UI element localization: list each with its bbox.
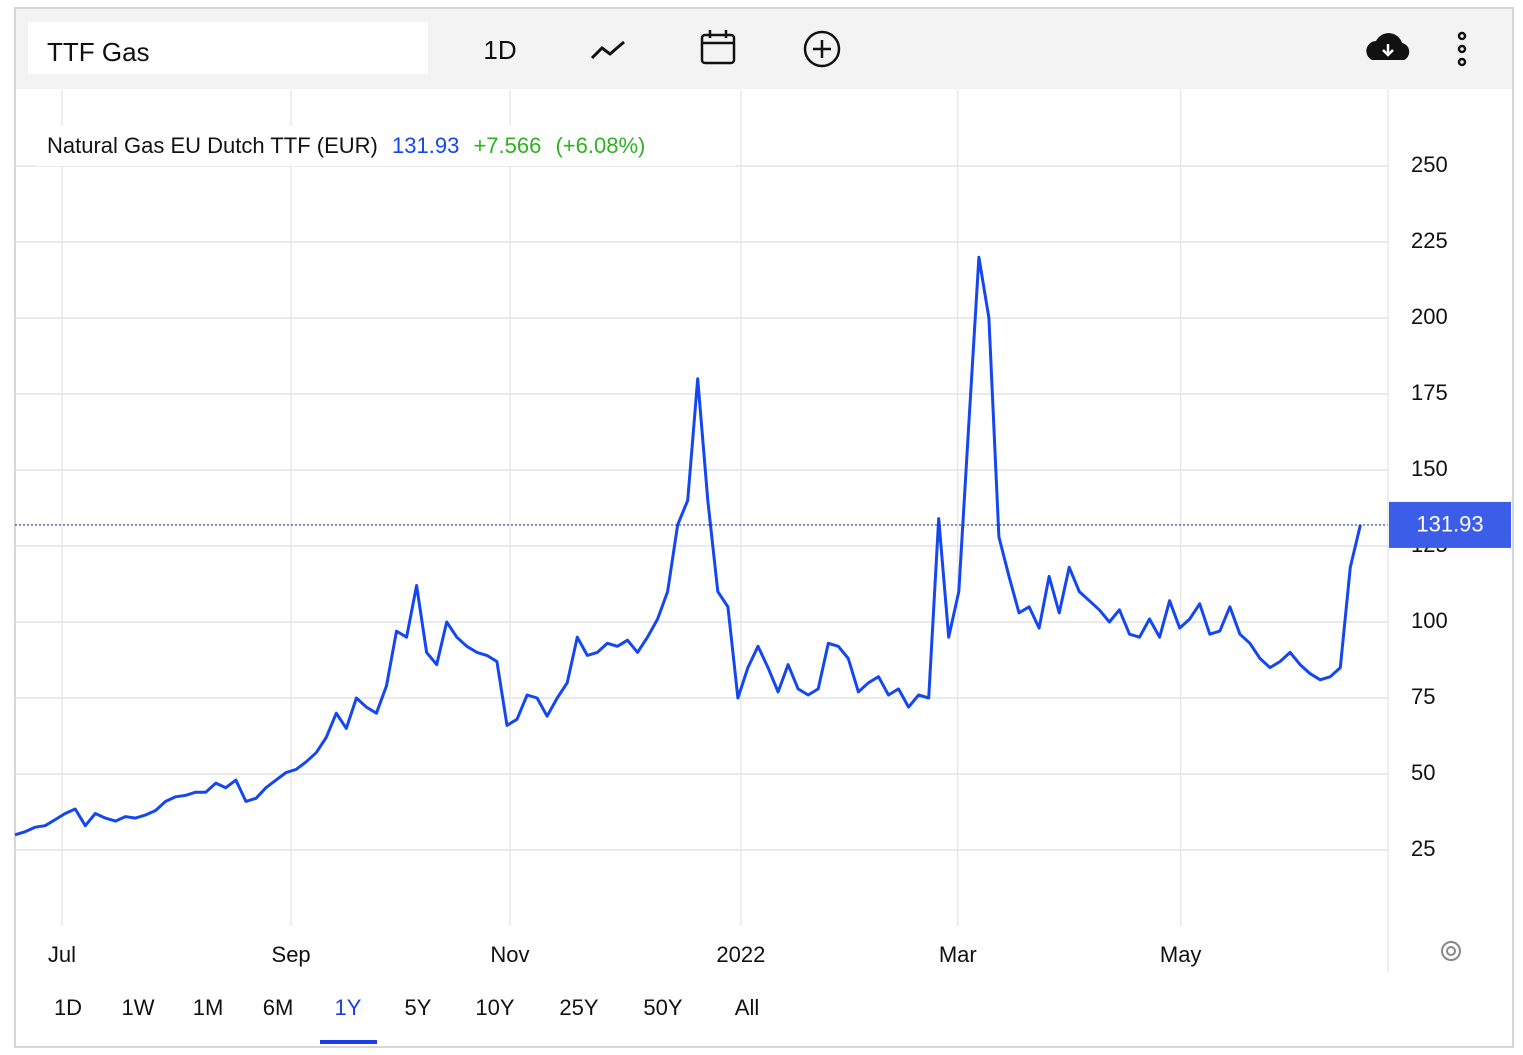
y-tick-label: 100: [1411, 608, 1448, 633]
range-button[interactable]: 10Y: [475, 995, 514, 1020]
series-title: Natural Gas EU Dutch TTF (EUR): [47, 133, 378, 158]
calendar-icon[interactable]: [700, 30, 736, 65]
range-button[interactable]: 6M: [263, 995, 294, 1020]
grid: [15, 90, 1388, 926]
last-price-box: [1389, 501, 1511, 548]
price-line: [14, 255, 1362, 837]
y-tick-label: 250: [1411, 152, 1448, 177]
range-bar: 1D 1W 1M 6M 1Y 5Y 10Y 25Y 50Y All: [54, 995, 759, 1044]
y-tick-label: 150: [1411, 456, 1448, 481]
change-percent: (+6.08%): [555, 133, 645, 158]
chart-type-icon[interactable]: [590, 40, 625, 60]
symbol-title: TTF Gas: [47, 37, 150, 67]
range-button[interactable]: 1W: [122, 995, 155, 1020]
x-tick-label: Sep: [272, 942, 311, 967]
add-icon[interactable]: [803, 30, 841, 68]
active-underline: [320, 1040, 377, 1044]
x-tick-label: Jul: [48, 942, 76, 967]
x-tick-label: Nov: [490, 942, 529, 967]
x-tick-label: 2022: [716, 942, 765, 967]
legend-bg: [36, 126, 736, 166]
range-button[interactable]: 5Y: [405, 995, 432, 1020]
download-icon[interactable]: [1366, 33, 1410, 60]
y-tick-label: 200: [1411, 304, 1448, 329]
range-button[interactable]: 1M: [193, 995, 224, 1020]
y-tick-label: 175: [1411, 380, 1448, 405]
range-button[interactable]: 1D: [54, 995, 82, 1020]
range-button[interactable]: 50Y: [643, 995, 682, 1020]
frame: [14, 7, 1514, 1048]
interval-button[interactable]: 1D: [483, 35, 516, 65]
change: +7.566: [473, 133, 541, 158]
last-price: 131.93: [392, 133, 459, 158]
search-box[interactable]: [28, 22, 428, 74]
legend: Natural Gas EU Dutch TTF (EUR) 131.93 +7…: [47, 133, 645, 158]
y-tick-label: 225: [1411, 228, 1448, 253]
x-tick-label: May: [1160, 942, 1202, 967]
y-tick-label: 25: [1411, 836, 1435, 861]
menu-icon[interactable]: [1457, 31, 1467, 67]
plot: [14, 255, 1388, 837]
last-price-label: 131.93: [1416, 512, 1483, 537]
x-tick-label: Mar: [939, 942, 977, 967]
y-tick-label: 50: [1411, 760, 1435, 785]
range-button[interactable]: 25Y: [559, 995, 598, 1020]
range-button[interactable]: 1Y: [335, 995, 362, 1020]
y-tick-label: 75: [1411, 684, 1435, 709]
settings-icon[interactable]: [1441, 941, 1461, 961]
range-button[interactable]: All: [735, 995, 759, 1020]
